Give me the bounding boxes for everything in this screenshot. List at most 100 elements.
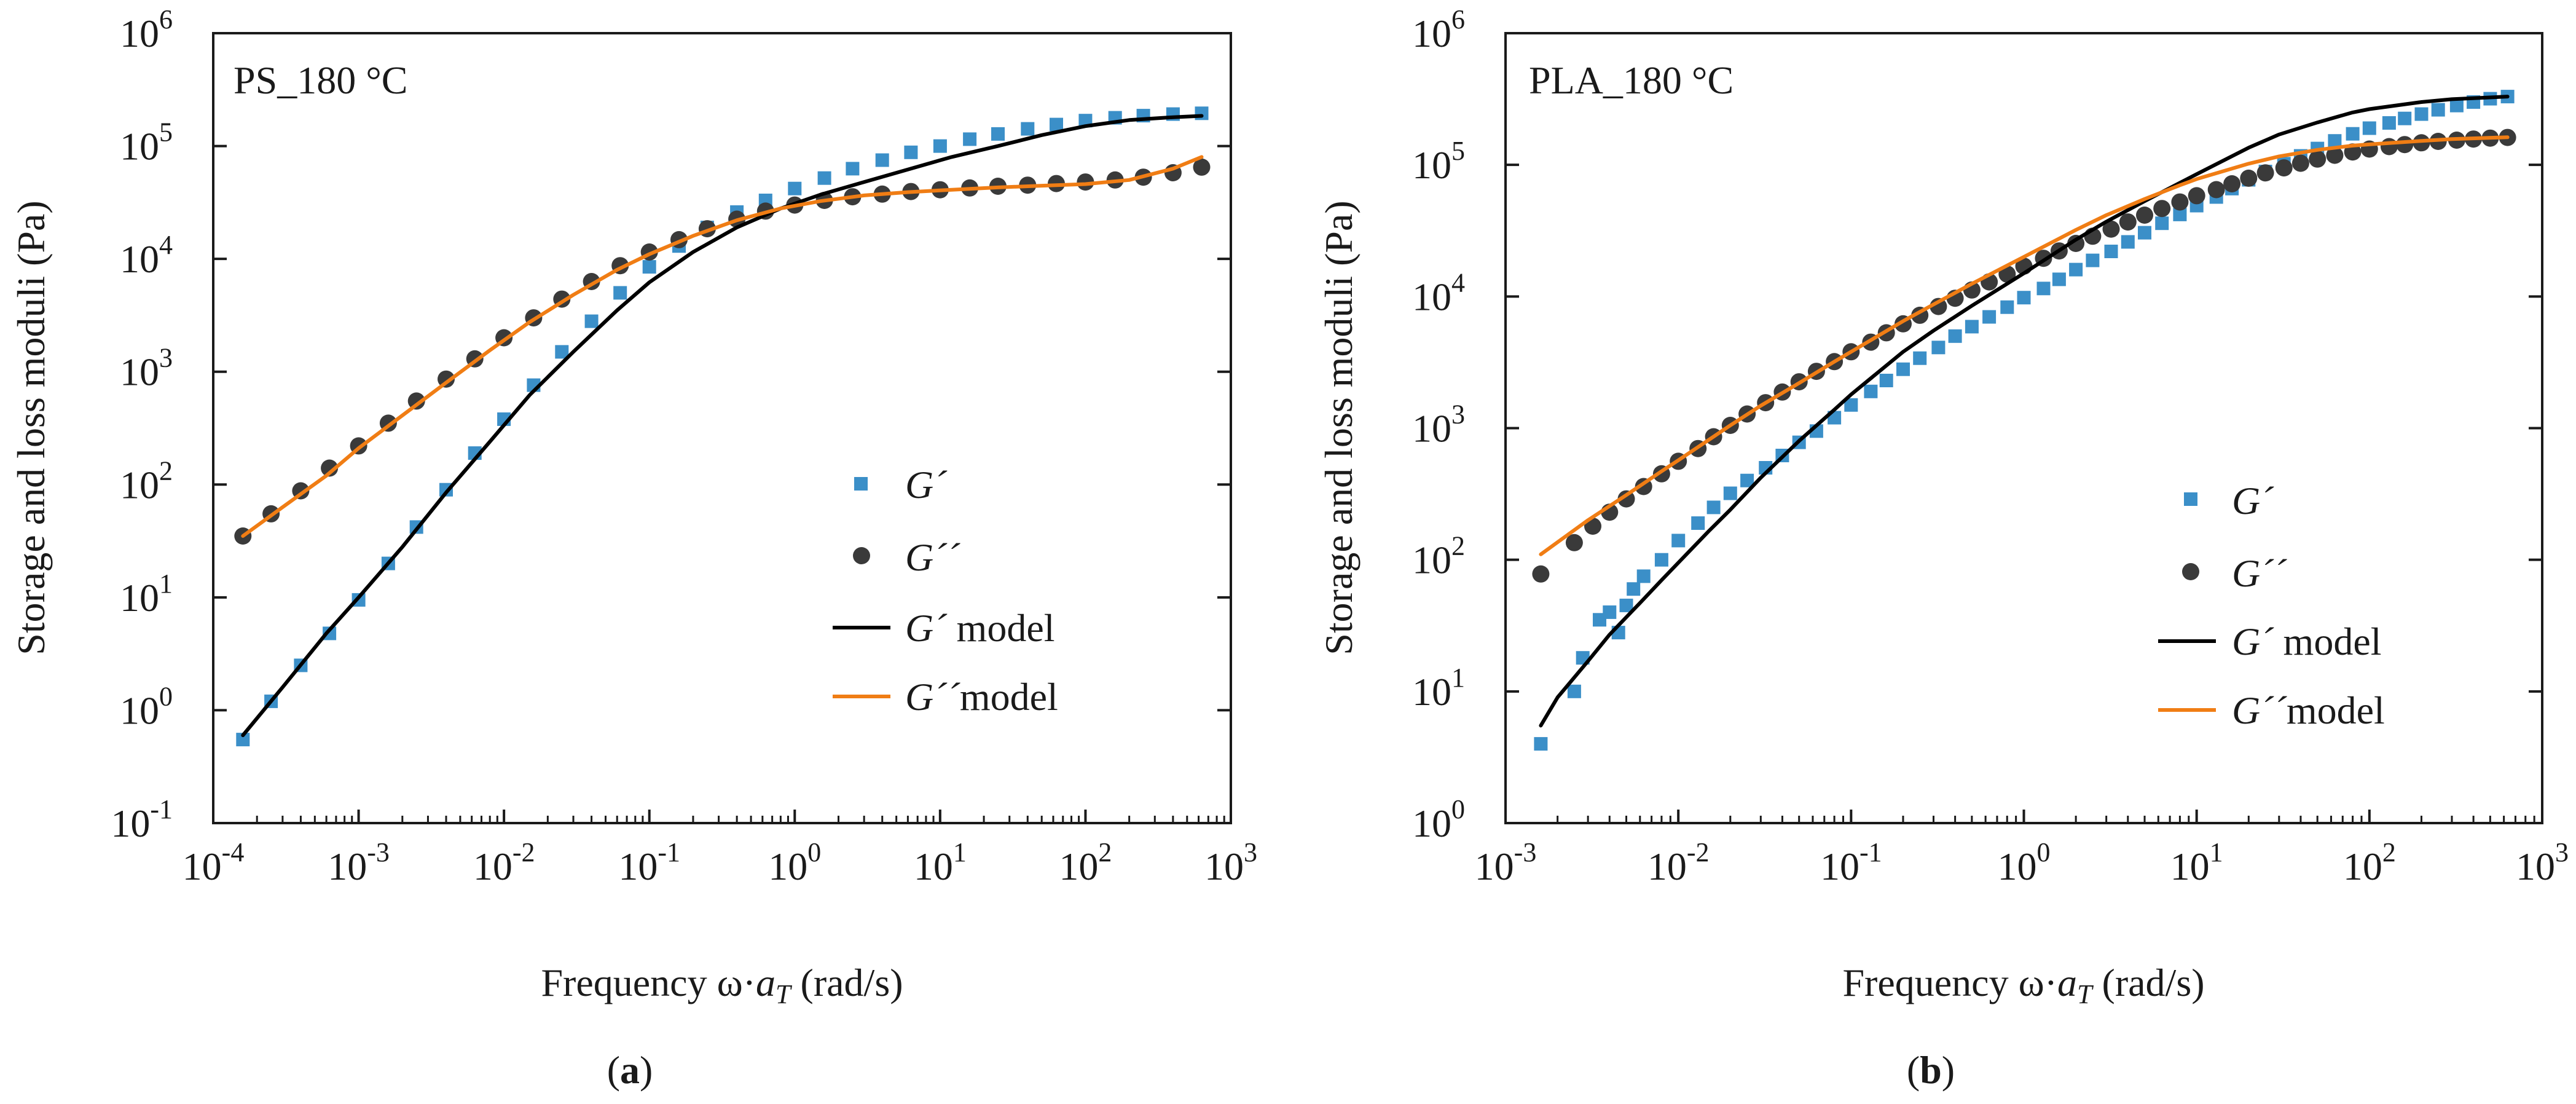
gp-point — [555, 345, 569, 359]
x-tick-label: 10-3 — [328, 837, 390, 888]
gp-point — [2086, 253, 2100, 267]
gpp-point — [2326, 146, 2344, 164]
gp-point — [1965, 320, 1979, 334]
x-tick-label: 10-1 — [1820, 837, 1882, 888]
y-tick-label: 10-1 — [111, 794, 173, 845]
x-tick-label: 10-1 — [618, 837, 680, 888]
legend-label-gp-model: G´ model — [2232, 620, 2382, 663]
gp-point — [642, 260, 656, 274]
gp-point — [1195, 106, 1209, 120]
x-tick-label: 100 — [1998, 837, 2051, 888]
gpp-point — [2256, 164, 2274, 182]
y-tick-label: 106 — [120, 4, 173, 55]
gp-point — [2138, 226, 2151, 240]
panel-b-y-axis-label: Storage and loss moduli (Pa) — [1317, 200, 1361, 655]
gp-point — [2121, 235, 2135, 249]
gp-point — [2414, 107, 2429, 121]
y-tick-label: 103 — [1412, 400, 1465, 451]
gp-point — [1844, 398, 1858, 412]
panel-b-data — [1532, 90, 2516, 751]
gp-point — [2362, 121, 2376, 135]
series-gpp-model — [1539, 135, 2510, 556]
panel-a-x-axis-label: Frequency ω·aT (rad/s) — [541, 961, 903, 1009]
series-gpp-model — [241, 155, 1204, 538]
gp-point — [1982, 310, 1997, 324]
gp-point — [1654, 553, 1668, 567]
legend-swatch-gpp — [853, 547, 870, 564]
panel-b-ticks: 10-3 10-2 10-1 100 101 102 103 100 101 102 103 104 1… — [1412, 4, 2569, 888]
gp-point — [1050, 117, 1063, 132]
gpp-point — [1565, 534, 1583, 551]
legend-swatch-gp — [2184, 492, 2197, 506]
gpp-point — [438, 370, 455, 388]
y-tick-label: 104 — [120, 230, 173, 281]
gpp-point — [1193, 158, 1211, 176]
panel-a-data — [234, 106, 1211, 747]
gp-point — [1740, 473, 1754, 487]
x-tick-label: 10-2 — [473, 837, 535, 888]
gp-point — [2431, 103, 2445, 117]
panel-b-annotation: PLA_180 °C — [1529, 58, 1734, 102]
panel-b-legend: G´ G´´ G´ model G´´model — [2158, 479, 2385, 732]
panel-a-annotation: PS_180 °C — [234, 58, 407, 102]
x-tick-label: 101 — [914, 837, 967, 888]
gpp-point — [2396, 136, 2414, 154]
gp-point — [1723, 486, 1737, 500]
gp-point — [2449, 98, 2464, 112]
model-line-gpp-model — [1539, 135, 2510, 556]
panel-a-ticks: 10-4 10-3 10-2 10-1 100 101 102 103 10-1 100 101 10… — [111, 4, 1257, 888]
gp-point — [1706, 500, 1721, 515]
gp-point — [1534, 737, 1548, 751]
gpp-point — [1532, 565, 1550, 583]
gp-point — [1864, 384, 1878, 398]
y-tick-label: 102 — [1412, 531, 1465, 582]
model-line-gp-model — [241, 114, 1204, 738]
gp-point — [1691, 516, 1705, 530]
panel-a-y-axis-label: Storage and loss moduli (Pa) — [9, 200, 53, 655]
gp-point — [1021, 122, 1035, 136]
panel-b-x-axis-label: Frequency ω·aT (rad/s) — [1842, 961, 2204, 1009]
panel-a: 10-4 10-3 10-2 10-1 100 101 102 103 10-1 100 101 10… — [9, 4, 1257, 1092]
gp-point — [1603, 605, 1617, 619]
gp-point — [817, 171, 831, 185]
panel-a-caption: (a) — [607, 1048, 653, 1092]
gpp-point — [2136, 207, 2153, 224]
gp-point — [1671, 534, 1686, 548]
panel-a-plot-frame — [212, 32, 1232, 824]
y-tick-label: 102 — [120, 455, 173, 507]
panel-a-legend: G´ G´´ G´ model G´´model — [833, 463, 1058, 719]
gpp-point — [321, 459, 339, 477]
gp-point — [2069, 262, 2083, 277]
x-tick-label: 101 — [2170, 837, 2223, 888]
gpp-point — [2223, 175, 2241, 192]
gp-point — [2398, 111, 2412, 125]
gpp-point — [2171, 193, 2189, 211]
series-gp-model — [1539, 95, 2510, 728]
gpp-point — [2413, 134, 2430, 152]
x-tick-label: 103 — [1204, 837, 1257, 888]
gp-point — [2000, 300, 2014, 314]
gp-point — [933, 139, 947, 153]
gpp-point — [2153, 200, 2171, 218]
gp-point — [2328, 134, 2342, 148]
gpp-point — [2380, 138, 2398, 156]
gp-point — [1931, 341, 1946, 355]
y-tick-label: 105 — [120, 117, 173, 168]
legend-label-gpp: G´´ — [905, 535, 961, 579]
x-tick-label: 100 — [768, 837, 821, 888]
y-tick-label: 100 — [120, 681, 173, 732]
gp-point — [613, 286, 627, 300]
series-gp — [1534, 90, 2515, 751]
gp-point — [2052, 272, 2066, 286]
legend-label-gpp: G´´ — [2232, 551, 2288, 595]
gpp-point — [1077, 173, 1094, 191]
gp-point — [236, 733, 250, 747]
gp-point — [2017, 291, 2031, 305]
series-gp-model — [241, 114, 1204, 738]
legend-label-gp: G´ — [905, 463, 948, 507]
x-tick-label: 102 — [2343, 837, 2396, 888]
x-tick-label: 10-3 — [1475, 837, 1537, 888]
x-tick-label: 10-4 — [183, 837, 245, 888]
series-gpp — [234, 158, 1211, 545]
